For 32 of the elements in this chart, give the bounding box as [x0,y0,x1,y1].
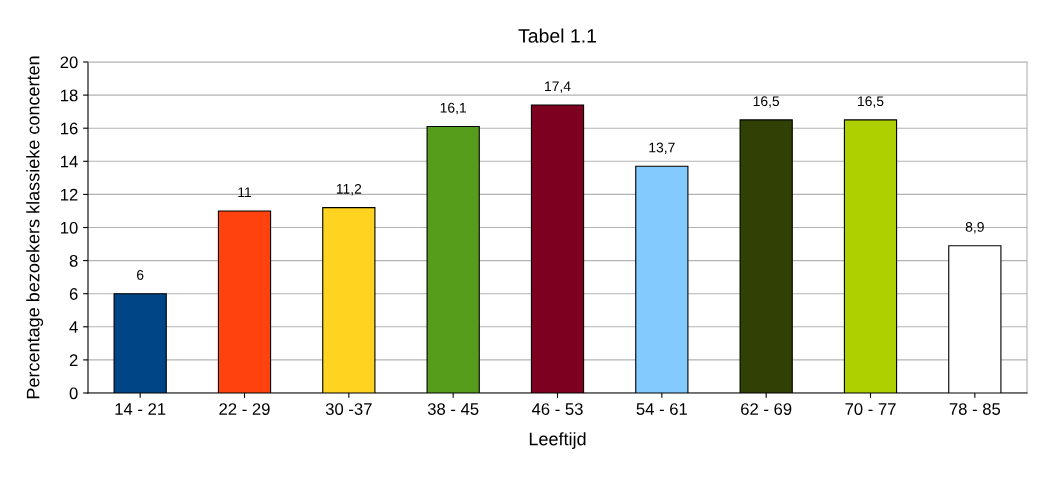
y-axis-title: Percentage bezoekers klassieke concerten [26,56,44,399]
y-tick-label: 20 [60,56,78,69]
y-tick-label: 2 [69,354,78,366]
data-label: 11 [238,187,252,197]
x-tick-label: 62 - 69 [741,403,792,415]
y-tick-label: 14 [61,155,78,168]
x-tick-label: 54 - 61 [636,403,687,415]
x-tick-label: 22 - 29 [219,403,270,415]
x-tick-label: 14 - 21 [115,403,166,415]
x-tick-label: 70 - 77 [845,403,896,415]
chart-title: Tabel 1.1 [518,28,597,43]
data-label: 8,9 [965,222,984,234]
data-label: 17,4 [545,81,571,93]
data-label: 16,5 [753,96,780,108]
y-tick-label: 10 [61,221,78,234]
y-tick-label: 18 [61,89,78,102]
y-tick-label: 4 [69,321,78,333]
x-tick-label: 78 - 85 [949,403,1001,415]
x-tick-label: 38 - 45 [427,403,479,415]
data-label: 13,7 [649,142,675,155]
data-label: 11,2 [336,183,362,196]
data-label: 6 [137,270,144,280]
y-tick-label: 12 [61,188,78,201]
x-tick-label: 30 -37 [325,403,372,415]
y-tick-label: 16 [61,122,78,135]
y-tick-label: 0 [69,387,78,400]
y-tick-label: 6 [69,288,78,300]
x-tick-label: 46 - 53 [531,403,583,415]
y-tick-label: 8 [69,255,78,267]
data-label: 16,1 [440,102,467,115]
x-axis-title: Leeftijd [529,432,586,449]
data-label: 16,5 [858,96,884,108]
